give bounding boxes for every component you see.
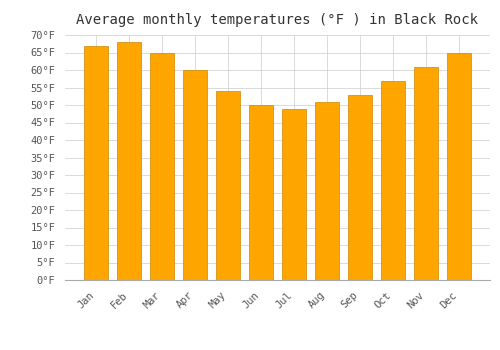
- Bar: [447, 52, 470, 280]
- Bar: [150, 52, 174, 280]
- Bar: [183, 70, 207, 280]
- Bar: [216, 91, 240, 280]
- Bar: [348, 94, 372, 280]
- Bar: [282, 108, 306, 280]
- Title: Average monthly temperatures (°F ) in Black Rock: Average monthly temperatures (°F ) in Bl…: [76, 13, 478, 27]
- Bar: [118, 42, 141, 280]
- Bar: [84, 46, 108, 280]
- Bar: [381, 80, 404, 280]
- Bar: [249, 105, 273, 280]
- Bar: [414, 66, 438, 280]
- Bar: [315, 102, 339, 280]
